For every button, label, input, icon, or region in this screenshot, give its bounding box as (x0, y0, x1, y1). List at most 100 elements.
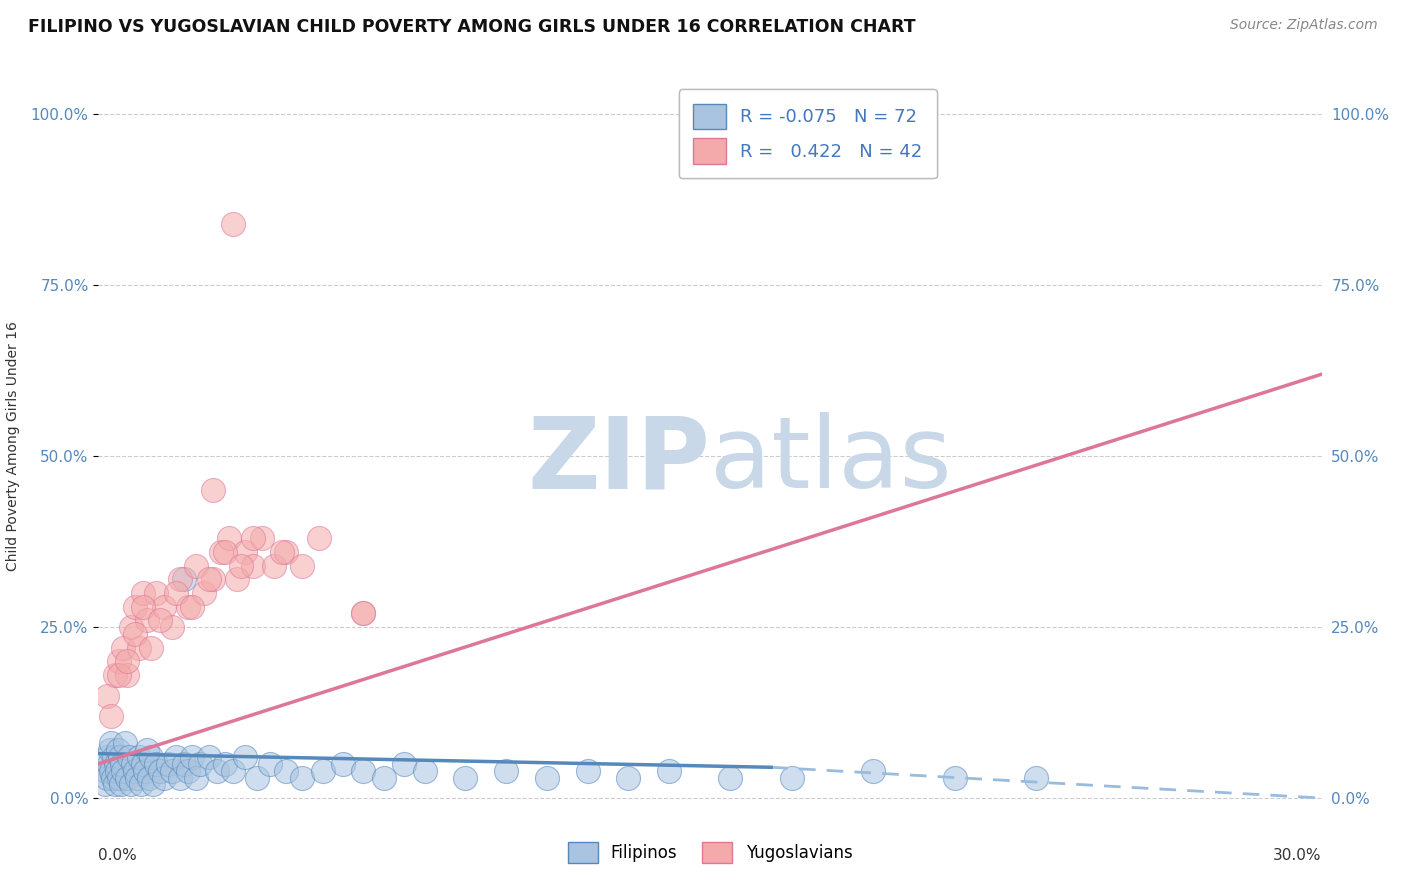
Text: Source: ZipAtlas.com: Source: ZipAtlas.com (1230, 18, 1378, 32)
Point (104, 668, 127, 682)
Point (222, 217, 245, 231)
Point (197, 572, 219, 586)
Point (205, 764, 228, 778)
Point (132, 599, 155, 614)
Point (124, 627, 146, 641)
Point (94, 764, 117, 778)
Point (197, 750, 219, 764)
Point (149, 764, 172, 778)
Point (231, 558, 253, 573)
Point (145, 756, 167, 771)
Point (270, 545, 294, 559)
Point (160, 764, 183, 778)
Point (120, 620, 142, 634)
Point (132, 586, 155, 600)
Point (111, 756, 134, 771)
Point (124, 764, 146, 778)
Point (141, 640, 163, 655)
Point (152, 599, 174, 614)
Point (128, 640, 150, 655)
Point (250, 531, 273, 545)
Point (115, 771, 138, 785)
Point (173, 756, 195, 771)
Point (100, 709, 122, 723)
Legend: R = -0.075   N = 72, R =   0.422   N = 42: R = -0.075 N = 72, R = 0.422 N = 42 (679, 89, 936, 178)
Point (193, 586, 215, 600)
Point (96, 689, 118, 703)
Point (177, 599, 200, 614)
Point (291, 771, 314, 785)
Point (124, 599, 146, 614)
Point (141, 750, 163, 764)
Point (658, 764, 681, 778)
Point (108, 654, 131, 668)
Point (115, 668, 138, 682)
Point (169, 771, 191, 785)
Point (156, 756, 179, 771)
Point (107, 743, 129, 757)
Point (108, 750, 131, 764)
Point (93, 777, 115, 791)
Point (242, 531, 264, 545)
Point (454, 771, 477, 785)
Point (96, 750, 118, 764)
Point (186, 771, 208, 785)
Point (352, 607, 374, 621)
Point (165, 750, 187, 764)
Text: ZIP: ZIP (527, 412, 710, 509)
Point (134, 764, 156, 778)
Point (214, 545, 236, 559)
Point (188, 756, 212, 771)
Point (943, 771, 966, 785)
Point (136, 743, 159, 757)
Point (136, 613, 159, 627)
Point (152, 771, 174, 785)
Point (495, 764, 517, 778)
Point (111, 764, 134, 778)
Point (201, 572, 224, 586)
Point (173, 572, 195, 586)
Point (274, 545, 297, 559)
Point (226, 572, 249, 586)
Point (100, 736, 122, 750)
Point (177, 764, 200, 778)
Text: FILIPINO VS YUGOSLAVIAN CHILD POVERTY AMONG GIRLS UNDER 16 CORRELATION CHART: FILIPINO VS YUGOSLAVIAN CHILD POVERTY AM… (28, 18, 915, 36)
Point (127, 771, 149, 785)
Point (617, 771, 640, 785)
Point (103, 750, 125, 764)
Point (263, 558, 285, 573)
Point (392, 756, 416, 771)
Point (332, 756, 354, 771)
Point (222, 764, 245, 778)
Point (214, 756, 236, 771)
Point (246, 771, 269, 785)
Point (115, 654, 138, 668)
Point (110, 777, 132, 791)
Point (181, 599, 204, 614)
Point (104, 777, 127, 791)
Point (132, 756, 155, 771)
Point (312, 764, 335, 778)
Point (108, 668, 131, 682)
Point (181, 750, 204, 764)
Point (104, 756, 127, 771)
Point (129, 777, 152, 791)
Point (242, 558, 264, 573)
Point (576, 764, 599, 778)
Point (201, 483, 224, 498)
Point (145, 586, 167, 600)
Point (108, 771, 131, 785)
Y-axis label: Child Poverty Among Girls Under 16: Child Poverty Among Girls Under 16 (6, 321, 20, 571)
Point (259, 756, 281, 771)
Point (373, 771, 395, 785)
Point (114, 736, 136, 750)
Point (233, 545, 256, 559)
Point (118, 750, 141, 764)
Point (105, 764, 128, 778)
Point (96, 771, 118, 785)
Point (97, 756, 120, 771)
Point (138, 771, 160, 785)
Point (149, 613, 172, 627)
Point (120, 777, 142, 791)
Point (165, 586, 187, 600)
